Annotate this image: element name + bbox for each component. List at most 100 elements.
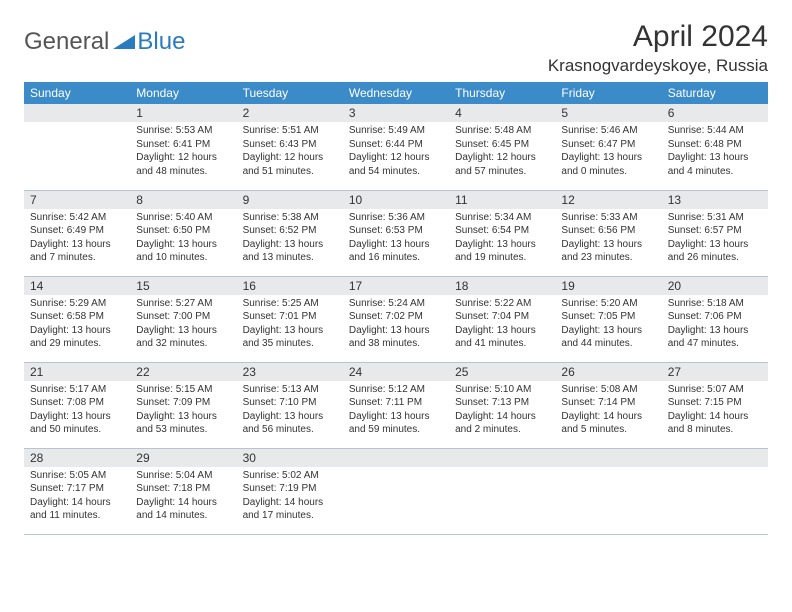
day-number: 8 — [130, 191, 236, 209]
calendar-week: 7Sunrise: 5:42 AMSunset: 6:49 PMDaylight… — [24, 190, 768, 276]
day-line-sr: Sunrise: 5:24 AM — [349, 297, 443, 311]
day-content: Sunrise: 5:33 AMSunset: 6:56 PMDaylight:… — [555, 209, 661, 269]
day-line-sr: Sunrise: 5:53 AM — [136, 124, 230, 138]
day-line-d2: and 29 minutes. — [30, 337, 124, 351]
day-line-d2: and 23 minutes. — [561, 251, 655, 265]
day-line-sr: Sunrise: 5:08 AM — [561, 383, 655, 397]
day-content: Sunrise: 5:15 AMSunset: 7:09 PMDaylight:… — [130, 381, 236, 441]
day-number: 9 — [237, 191, 343, 209]
calendar-cell: 22Sunrise: 5:15 AMSunset: 7:09 PMDayligh… — [130, 362, 236, 448]
calendar-cell: 27Sunrise: 5:07 AMSunset: 7:15 PMDayligh… — [662, 362, 768, 448]
day-content: Sunrise: 5:13 AMSunset: 7:10 PMDaylight:… — [237, 381, 343, 441]
calendar-cell: 30Sunrise: 5:02 AMSunset: 7:19 PMDayligh… — [237, 448, 343, 534]
calendar-cell: 20Sunrise: 5:18 AMSunset: 7:06 PMDayligh… — [662, 276, 768, 362]
day-line-sr: Sunrise: 5:07 AM — [668, 383, 762, 397]
day-line-sr: Sunrise: 5:33 AM — [561, 211, 655, 225]
day-line-ss: Sunset: 6:58 PM — [30, 310, 124, 324]
day-line-ss: Sunset: 6:56 PM — [561, 224, 655, 238]
day-content: Sunrise: 5:17 AMSunset: 7:08 PMDaylight:… — [24, 381, 130, 441]
day-line-d1: Daylight: 13 hours — [561, 324, 655, 338]
calendar-cell: 5Sunrise: 5:46 AMSunset: 6:47 PMDaylight… — [555, 104, 661, 190]
day-content: Sunrise: 5:42 AMSunset: 6:49 PMDaylight:… — [24, 209, 130, 269]
day-line-d2: and 56 minutes. — [243, 423, 337, 437]
day-line-d1: Daylight: 13 hours — [349, 410, 443, 424]
day-number: 18 — [449, 277, 555, 295]
day-line-d1: Daylight: 13 hours — [136, 410, 230, 424]
calendar-cell: 17Sunrise: 5:24 AMSunset: 7:02 PMDayligh… — [343, 276, 449, 362]
day-content: Sunrise: 5:29 AMSunset: 6:58 PMDaylight:… — [24, 295, 130, 355]
day-line-ss: Sunset: 7:05 PM — [561, 310, 655, 324]
day-line-sr: Sunrise: 5:44 AM — [668, 124, 762, 138]
day-line-d2: and 57 minutes. — [455, 165, 549, 179]
calendar-cell — [24, 104, 130, 190]
calendar-cell: 29Sunrise: 5:04 AMSunset: 7:18 PMDayligh… — [130, 448, 236, 534]
day-line-ss: Sunset: 7:00 PM — [136, 310, 230, 324]
day-content: Sunrise: 5:53 AMSunset: 6:41 PMDaylight:… — [130, 122, 236, 182]
day-number: 16 — [237, 277, 343, 295]
day-line-ss: Sunset: 6:48 PM — [668, 138, 762, 152]
day-line-sr: Sunrise: 5:48 AM — [455, 124, 549, 138]
day-content: Sunrise: 5:07 AMSunset: 7:15 PMDaylight:… — [662, 381, 768, 441]
day-line-ss: Sunset: 6:57 PM — [668, 224, 762, 238]
day-line-d2: and 26 minutes. — [668, 251, 762, 265]
day-number: 17 — [343, 277, 449, 295]
day-line-d2: and 2 minutes. — [455, 423, 549, 437]
day-line-ss: Sunset: 7:19 PM — [243, 482, 337, 496]
day-line-sr: Sunrise: 5:12 AM — [349, 383, 443, 397]
day-content: Sunrise: 5:08 AMSunset: 7:14 PMDaylight:… — [555, 381, 661, 441]
day-line-ss: Sunset: 6:50 PM — [136, 224, 230, 238]
day-line-sr: Sunrise: 5:22 AM — [455, 297, 549, 311]
day-number: 10 — [343, 191, 449, 209]
day-line-sr: Sunrise: 5:27 AM — [136, 297, 230, 311]
day-line-sr: Sunrise: 5:34 AM — [455, 211, 549, 225]
calendar-body: 1Sunrise: 5:53 AMSunset: 6:41 PMDaylight… — [24, 104, 768, 534]
day-line-d2: and 13 minutes. — [243, 251, 337, 265]
calendar-cell — [449, 448, 555, 534]
day-line-ss: Sunset: 7:09 PM — [136, 396, 230, 410]
day-line-d1: Daylight: 13 hours — [561, 238, 655, 252]
day-line-d1: Daylight: 14 hours — [136, 496, 230, 510]
day-line-ss: Sunset: 6:53 PM — [349, 224, 443, 238]
calendar-cell: 6Sunrise: 5:44 AMSunset: 6:48 PMDaylight… — [662, 104, 768, 190]
weekday-header: Tuesday — [237, 82, 343, 104]
day-line-d1: Daylight: 13 hours — [243, 324, 337, 338]
day-line-d1: Daylight: 14 hours — [668, 410, 762, 424]
calendar-cell: 4Sunrise: 5:48 AMSunset: 6:45 PMDaylight… — [449, 104, 555, 190]
day-number: 4 — [449, 104, 555, 122]
day-line-d2: and 5 minutes. — [561, 423, 655, 437]
day-line-d2: and 48 minutes. — [136, 165, 230, 179]
day-line-sr: Sunrise: 5:36 AM — [349, 211, 443, 225]
day-number: 27 — [662, 363, 768, 381]
day-line-sr: Sunrise: 5:38 AM — [243, 211, 337, 225]
day-line-d1: Daylight: 13 hours — [136, 324, 230, 338]
day-content: Sunrise: 5:44 AMSunset: 6:48 PMDaylight:… — [662, 122, 768, 182]
calendar-cell: 3Sunrise: 5:49 AMSunset: 6:44 PMDaylight… — [343, 104, 449, 190]
calendar-cell: 14Sunrise: 5:29 AMSunset: 6:58 PMDayligh… — [24, 276, 130, 362]
calendar-cell: 7Sunrise: 5:42 AMSunset: 6:49 PMDaylight… — [24, 190, 130, 276]
day-line-d1: Daylight: 13 hours — [30, 238, 124, 252]
day-line-d1: Daylight: 12 hours — [243, 151, 337, 165]
day-content: Sunrise: 5:34 AMSunset: 6:54 PMDaylight:… — [449, 209, 555, 269]
day-line-sr: Sunrise: 5:46 AM — [561, 124, 655, 138]
day-line-d2: and 59 minutes. — [349, 423, 443, 437]
day-line-d2: and 11 minutes. — [30, 509, 124, 523]
day-content: Sunrise: 5:36 AMSunset: 6:53 PMDaylight:… — [343, 209, 449, 269]
day-content: Sunrise: 5:05 AMSunset: 7:17 PMDaylight:… — [24, 467, 130, 527]
day-number: 26 — [555, 363, 661, 381]
calendar-cell: 24Sunrise: 5:12 AMSunset: 7:11 PMDayligh… — [343, 362, 449, 448]
day-line-d1: Daylight: 13 hours — [455, 238, 549, 252]
day-line-d2: and 41 minutes. — [455, 337, 549, 351]
day-line-ss: Sunset: 7:11 PM — [349, 396, 443, 410]
day-line-d1: Daylight: 13 hours — [349, 324, 443, 338]
day-line-d2: and 4 minutes. — [668, 165, 762, 179]
day-content: Sunrise: 5:24 AMSunset: 7:02 PMDaylight:… — [343, 295, 449, 355]
day-content: Sunrise: 5:12 AMSunset: 7:11 PMDaylight:… — [343, 381, 449, 441]
day-line-d2: and 44 minutes. — [561, 337, 655, 351]
day-number: 29 — [130, 449, 236, 467]
logo-text-blue: Blue — [137, 28, 185, 56]
calendar-cell: 9Sunrise: 5:38 AMSunset: 6:52 PMDaylight… — [237, 190, 343, 276]
day-line-ss: Sunset: 7:18 PM — [136, 482, 230, 496]
calendar-cell: 16Sunrise: 5:25 AMSunset: 7:01 PMDayligh… — [237, 276, 343, 362]
logo-text-general: General — [24, 28, 109, 56]
day-content: Sunrise: 5:49 AMSunset: 6:44 PMDaylight:… — [343, 122, 449, 182]
